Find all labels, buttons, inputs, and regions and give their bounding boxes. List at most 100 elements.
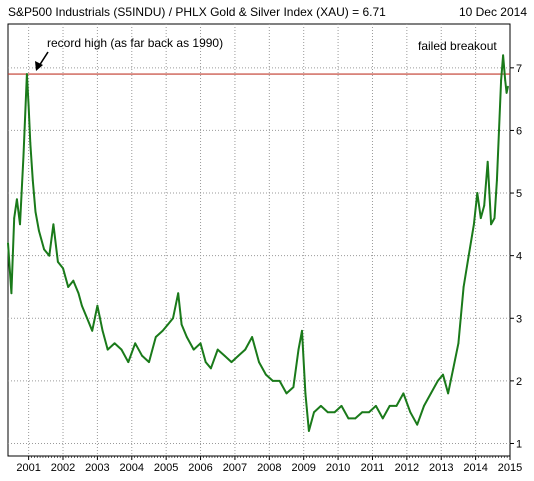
- data-point: [409, 411, 412, 414]
- x-tick-label: 2015: [498, 462, 522, 474]
- data-point: [154, 336, 157, 338]
- data-point: [148, 361, 150, 363]
- data-point: [436, 379, 439, 382]
- x-tick-label: 2012: [395, 462, 419, 474]
- y-tick-label: 1: [516, 438, 522, 450]
- x-tick-label: 2003: [85, 462, 109, 474]
- data-point: [166, 323, 169, 326]
- data-point: [333, 411, 336, 414]
- data-point: [326, 411, 329, 414]
- chart-title: S&P500 Industrials (S5INDU) / PHLX Gold …: [8, 5, 386, 19]
- data-point: [340, 405, 343, 407]
- data-point: [134, 342, 137, 345]
- data-point: [457, 342, 460, 345]
- data-point: [301, 329, 303, 332]
- data-point: [402, 392, 405, 395]
- data-point: [127, 361, 130, 363]
- data-point: [141, 354, 143, 357]
- y-axis-ticks: 1 2 3 4 5 6 7: [510, 63, 522, 450]
- data-point: [347, 417, 350, 420]
- data-point: [395, 405, 398, 407]
- x-tick-label: 2005: [154, 462, 178, 474]
- data-point: [486, 160, 489, 163]
- y-tick-label: 6: [516, 125, 522, 137]
- data-point: [467, 254, 470, 257]
- data-point: [26, 73, 28, 75]
- data-point: [106, 348, 109, 351]
- x-axis-ticks: 2001 2002 2003 2004 2005 2006 2007 2008 2009 2010…: [16, 456, 522, 474]
- data-point: [77, 292, 80, 295]
- data-point: [319, 405, 322, 407]
- data-point: [381, 417, 384, 420]
- data-point: [7, 242, 9, 245]
- data-point: [13, 217, 16, 219]
- y-tick-label: 5: [516, 188, 522, 200]
- data-point: [416, 423, 419, 426]
- data-point: [120, 348, 123, 351]
- data-point: [285, 392, 288, 395]
- data-point: [292, 386, 295, 389]
- data-point: [223, 354, 226, 357]
- data-point: [388, 405, 391, 407]
- data-point: [72, 279, 75, 282]
- data-point: [496, 179, 498, 182]
- data-point: [192, 348, 195, 351]
- data-point: [271, 379, 274, 382]
- data-point: [498, 129, 500, 132]
- annotation-record-high-label: record high (as far back as 1990): [47, 36, 223, 50]
- y-tick-label: 3: [516, 313, 522, 325]
- data-point: [493, 217, 496, 219]
- data-point: [354, 417, 357, 420]
- data-point: [172, 317, 174, 320]
- data-point: [19, 223, 21, 226]
- data-point: [423, 405, 425, 407]
- x-tick-label: 2013: [429, 462, 453, 474]
- annotation-failed-breakout-label: failed breakout: [418, 39, 497, 53]
- x-tick-label: 2006: [188, 462, 212, 474]
- x-tick-label: 2004: [120, 462, 144, 474]
- data-point: [472, 223, 475, 226]
- x-tick-label: 2002: [51, 462, 75, 474]
- data-point: [452, 367, 455, 370]
- x-tick-label: 2011: [361, 462, 385, 474]
- x-tick-label: 2009: [291, 462, 315, 474]
- data-point: [43, 248, 46, 251]
- grid-lines: [8, 24, 510, 456]
- data-point: [62, 267, 64, 270]
- data-point: [27, 104, 30, 107]
- data-point: [361, 411, 364, 414]
- data-point: [297, 348, 300, 351]
- data-point: [502, 54, 505, 57]
- data-point: [91, 329, 94, 332]
- data-point: [442, 373, 444, 376]
- data-point: [48, 254, 51, 257]
- data-point: [258, 361, 260, 363]
- data-point: [101, 329, 104, 332]
- data-point: [22, 154, 25, 157]
- data-point: [490, 223, 492, 226]
- y-tick-label: 2: [516, 376, 522, 388]
- data-point: [278, 379, 281, 382]
- data-point: [430, 392, 432, 395]
- data-point: [307, 430, 310, 432]
- data-point: [500, 79, 502, 82]
- data-point: [483, 204, 486, 207]
- data-point: [86, 317, 88, 320]
- x-tick-label: 2010: [326, 462, 350, 474]
- data-point: [476, 192, 479, 194]
- data-point: [368, 411, 370, 414]
- x-tick-label: 2008: [257, 462, 281, 474]
- data-point: [264, 373, 267, 376]
- data-point: [216, 348, 219, 351]
- data-point: [244, 348, 247, 351]
- plot-frame: [7, 23, 511, 457]
- data-point: [29, 142, 32, 144]
- data-point: [161, 329, 164, 332]
- series-group: [7, 54, 509, 432]
- data-point: [251, 336, 254, 338]
- data-point: [447, 392, 450, 395]
- data-point: [34, 210, 37, 213]
- y-tick-label: 7: [516, 63, 522, 75]
- data-point: [209, 367, 212, 370]
- x-tick-label: 2007: [223, 462, 247, 474]
